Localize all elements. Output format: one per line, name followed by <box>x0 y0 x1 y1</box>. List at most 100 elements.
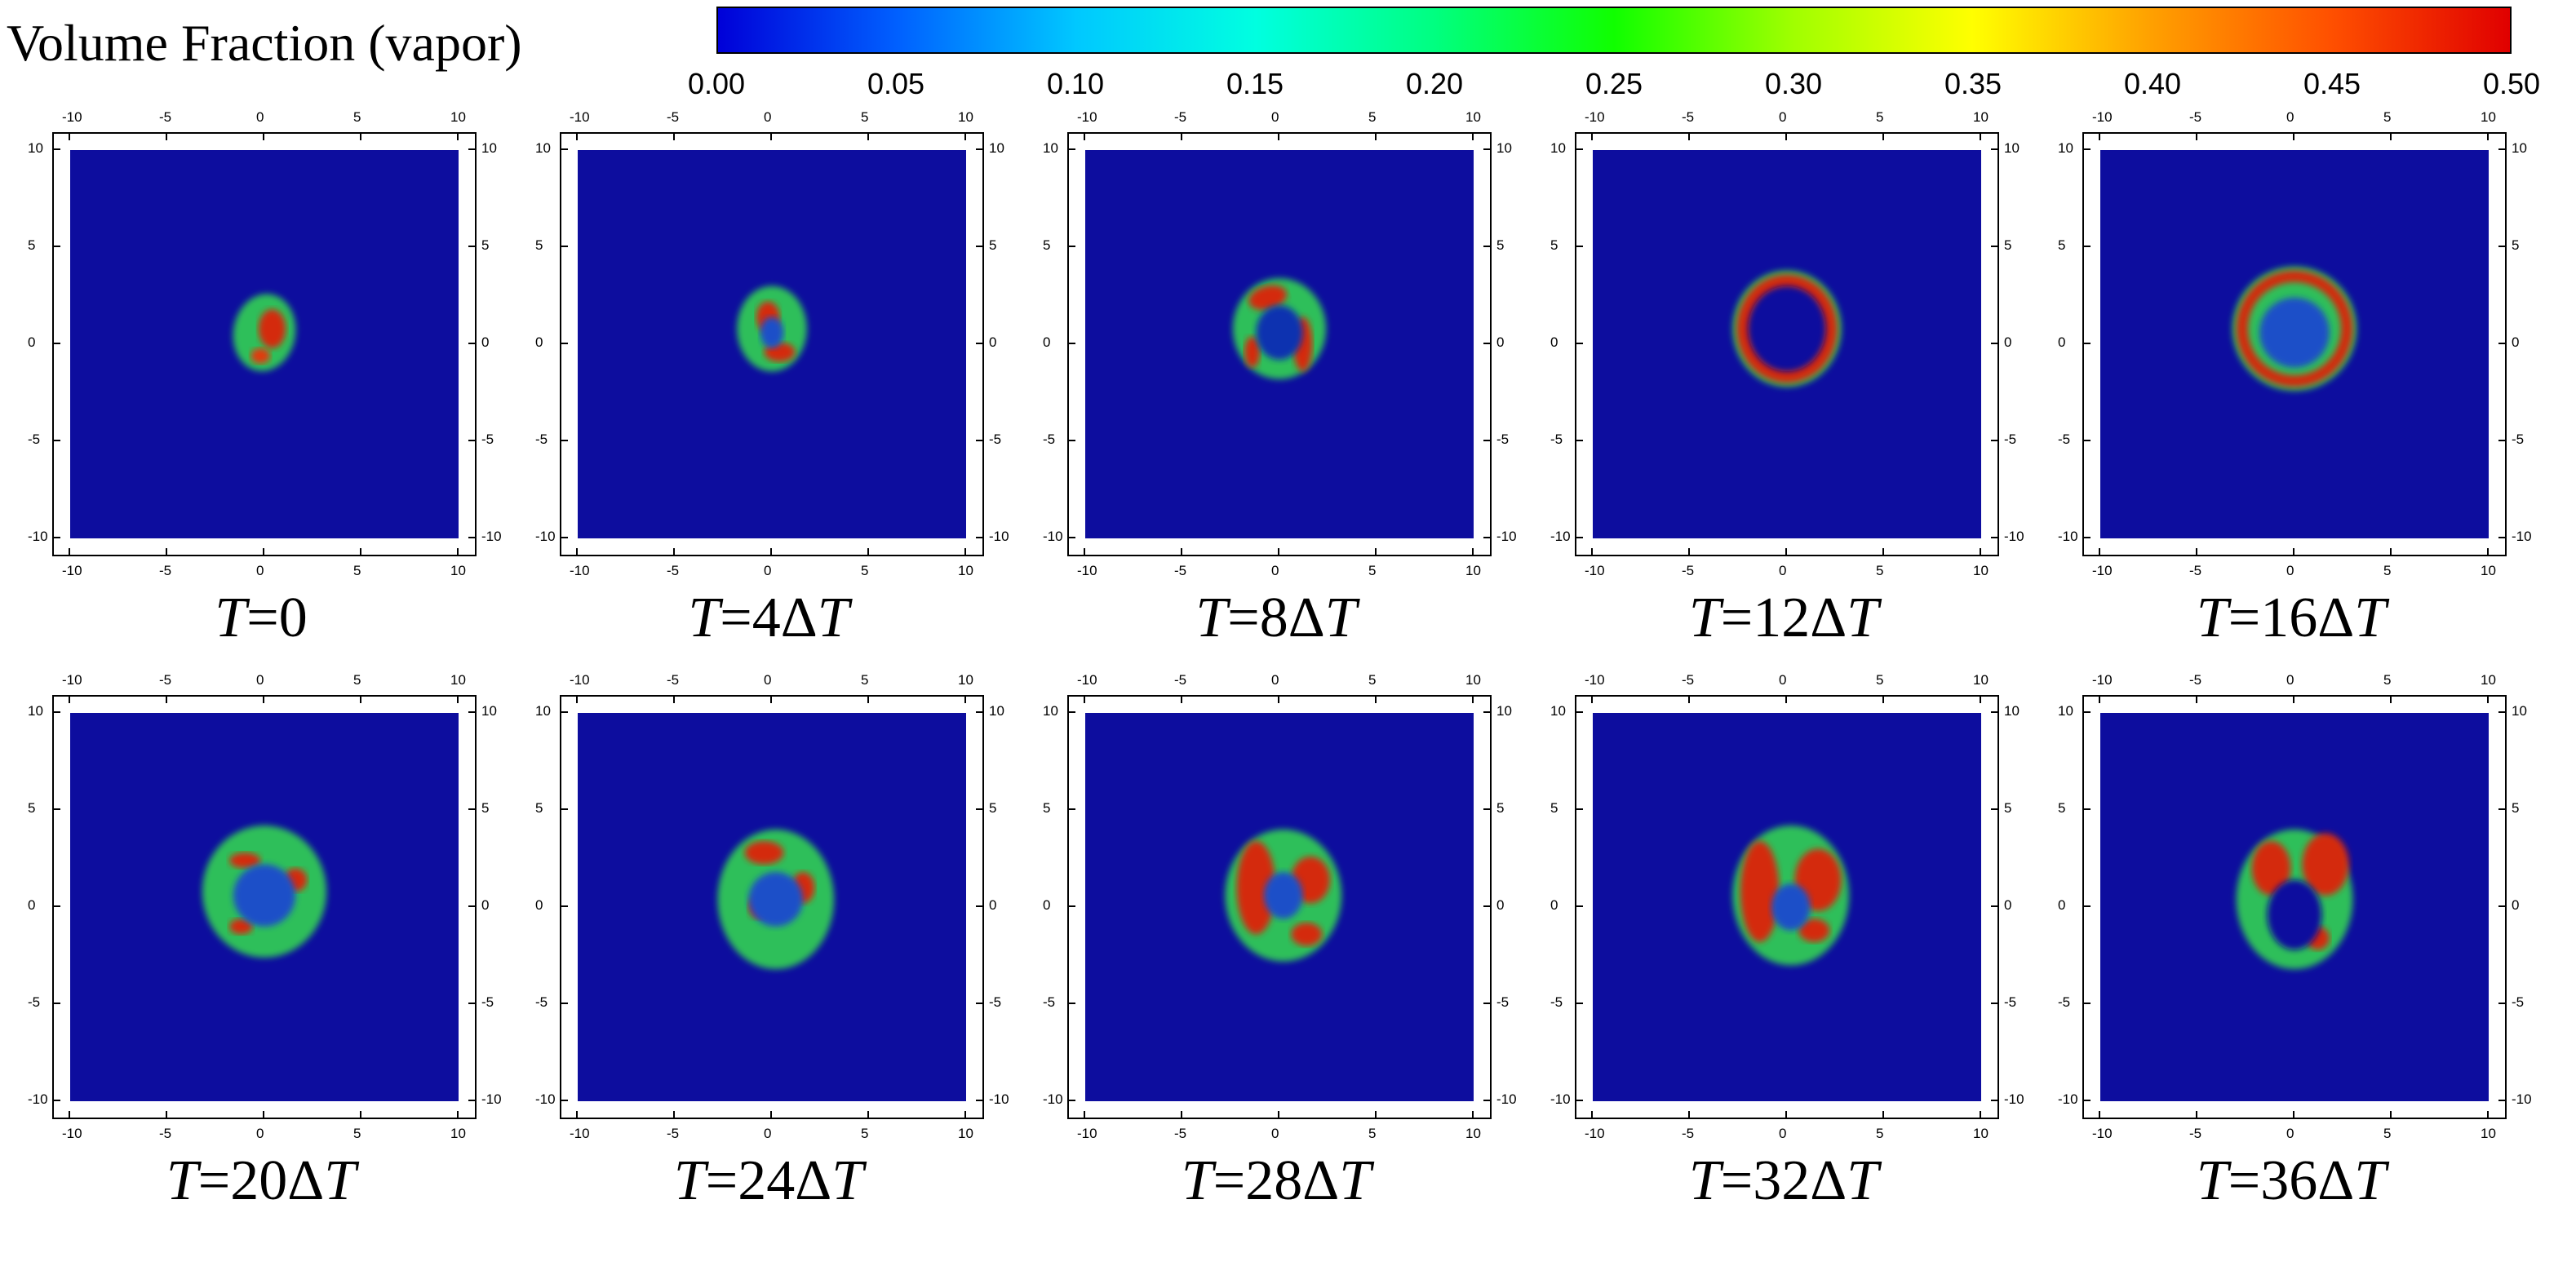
x-tick-label-bottom: -5 <box>159 563 172 578</box>
y-tick-label-left: -10 <box>1043 1091 1063 1107</box>
y-tick-label-left: 10 <box>1043 703 1058 719</box>
caption-equals: = <box>705 1149 738 1212</box>
y-tick-label-left: 5 <box>1043 800 1051 816</box>
y-tick-label-right: -5 <box>2004 994 2017 1010</box>
x-tick-label-top: 10 <box>1465 109 1481 125</box>
tick-mark <box>2099 548 2100 556</box>
y-tick-label-right: 10 <box>989 703 1004 719</box>
tick-mark <box>1991 905 1999 907</box>
y-tick-label-left: 5 <box>1550 237 1558 253</box>
y-tick-label-right: 0 <box>481 334 490 350</box>
vapor-cloud <box>2236 829 2353 970</box>
x-tick-label-top: 10 <box>958 109 973 125</box>
x-tick-label-bottom: 10 <box>2481 1126 2496 1141</box>
high-vapor-region <box>2251 841 2291 896</box>
x-tick-label-top: -10 <box>1585 109 1605 125</box>
x-tick-label-bottom: -10 <box>2092 563 2113 578</box>
tick-mark <box>1991 148 1999 150</box>
y-tick-label-right: 5 <box>989 237 997 253</box>
tick-mark <box>1991 343 1999 344</box>
x-tick-label-top: -10 <box>1585 672 1605 688</box>
tick-mark <box>1991 1003 1999 1004</box>
plot-frame <box>1575 132 1999 556</box>
y-tick-label-left: -5 <box>535 432 548 447</box>
caption-equals: = <box>1227 587 1260 649</box>
y-tick-label-right: -5 <box>481 432 494 447</box>
tick-mark <box>1575 1003 1583 1004</box>
tick-mark <box>576 132 578 140</box>
vapor-field <box>70 150 459 538</box>
tick-mark <box>52 808 60 810</box>
x-tick-label-bottom: -5 <box>1174 1126 1187 1141</box>
y-tick-label-right: -10 <box>2004 1091 2024 1107</box>
caption-variable: T <box>688 587 720 649</box>
tick-mark <box>770 695 772 703</box>
y-tick-label-left: -10 <box>535 1091 556 1107</box>
x-tick-label-bottom: 0 <box>1779 1126 1787 1141</box>
tick-mark <box>560 440 568 441</box>
x-tick-label-bottom: 0 <box>1271 1126 1279 1141</box>
tick-mark <box>468 148 477 150</box>
y-tick-label-right: 10 <box>2512 140 2527 156</box>
y-tick-label-left: 5 <box>28 237 36 253</box>
tick-mark <box>2293 695 2294 703</box>
y-tick-label-left: 10 <box>1550 140 1566 156</box>
caption-value: 32ΔT <box>1753 1149 1879 1212</box>
y-tick-label-left: 5 <box>1550 800 1558 816</box>
y-tick-label-right: 0 <box>2004 334 2012 350</box>
tick-mark <box>1882 1111 1884 1119</box>
tick-mark <box>166 1111 167 1119</box>
tick-mark <box>468 905 477 907</box>
x-tick-label-bottom: -5 <box>1174 563 1187 578</box>
y-tick-label-right: 5 <box>2512 237 2520 253</box>
colorbar-tick-label: 0.35 <box>1944 67 2002 100</box>
y-tick-label-left: -5 <box>1550 994 1563 1010</box>
x-tick-label-bottom: -5 <box>1682 563 1695 578</box>
tick-mark <box>2498 440 2507 441</box>
tick-mark <box>1375 695 1377 703</box>
tick-mark <box>1980 548 1981 556</box>
tick-mark <box>360 1111 361 1119</box>
tick-mark <box>1067 711 1075 713</box>
tick-mark <box>673 548 675 556</box>
x-tick-label-top: 10 <box>1973 672 1989 688</box>
colorbar-tick-label: 0.10 <box>1046 67 1105 100</box>
tick-mark <box>1785 695 1787 703</box>
tick-mark <box>1575 246 1583 247</box>
y-tick-label-right: -5 <box>1496 432 1510 447</box>
panel-caption: T=0 <box>8 586 514 651</box>
x-tick-label-top: 0 <box>1271 672 1279 688</box>
y-tick-label-right: 5 <box>1496 800 1505 816</box>
tick-mark <box>2293 132 2294 140</box>
x-tick-label-bottom: 0 <box>1779 563 1787 578</box>
tick-mark <box>560 343 568 344</box>
tick-mark <box>560 1100 568 1101</box>
y-tick-label-left: -5 <box>1043 994 1056 1010</box>
tick-mark <box>2390 695 2392 703</box>
tick-mark <box>964 132 966 140</box>
tick-mark <box>1575 808 1583 810</box>
tick-mark <box>1591 695 1593 703</box>
tick-mark <box>2390 132 2392 140</box>
heatmap-panel: -10 -10 10 10 -5 -5 5 5 0 0 0 0 5 5 -5 -5 10 10 -10 -10 T=16… <box>2038 0 2544 649</box>
tick-mark <box>976 808 984 810</box>
heatmap-panel: -10 -10 10 10 -5 -5 5 5 0 0 0 0 5 5 -5 -5 10 10 -10 -10 T=24… <box>516 563 1022 1212</box>
tick-mark <box>1575 440 1583 441</box>
high-vapor-region <box>1244 336 1261 368</box>
y-tick-label-left: 0 <box>2058 334 2066 350</box>
y-tick-label-left: 0 <box>1550 334 1558 350</box>
y-tick-label-left: -10 <box>1043 529 1063 544</box>
tick-mark <box>976 343 984 344</box>
heatmap-panel: -10 -10 10 10 -5 -5 5 5 0 0 0 0 5 5 -5 -5 10 10 -10 -10 T=12… <box>1531 0 2037 649</box>
tick-mark <box>2498 148 2507 150</box>
tick-mark <box>2082 148 2091 150</box>
y-tick-label-left: -10 <box>28 1091 48 1107</box>
tick-mark <box>2082 1100 2091 1101</box>
tick-mark <box>263 1111 264 1119</box>
tick-mark <box>1067 905 1075 907</box>
tick-mark <box>2082 905 2091 907</box>
y-tick-label-right: 10 <box>2004 140 2020 156</box>
x-tick-label-bottom: -10 <box>1585 1126 1605 1141</box>
x-tick-label-top: 0 <box>764 672 772 688</box>
caption-equals: = <box>197 1149 231 1212</box>
